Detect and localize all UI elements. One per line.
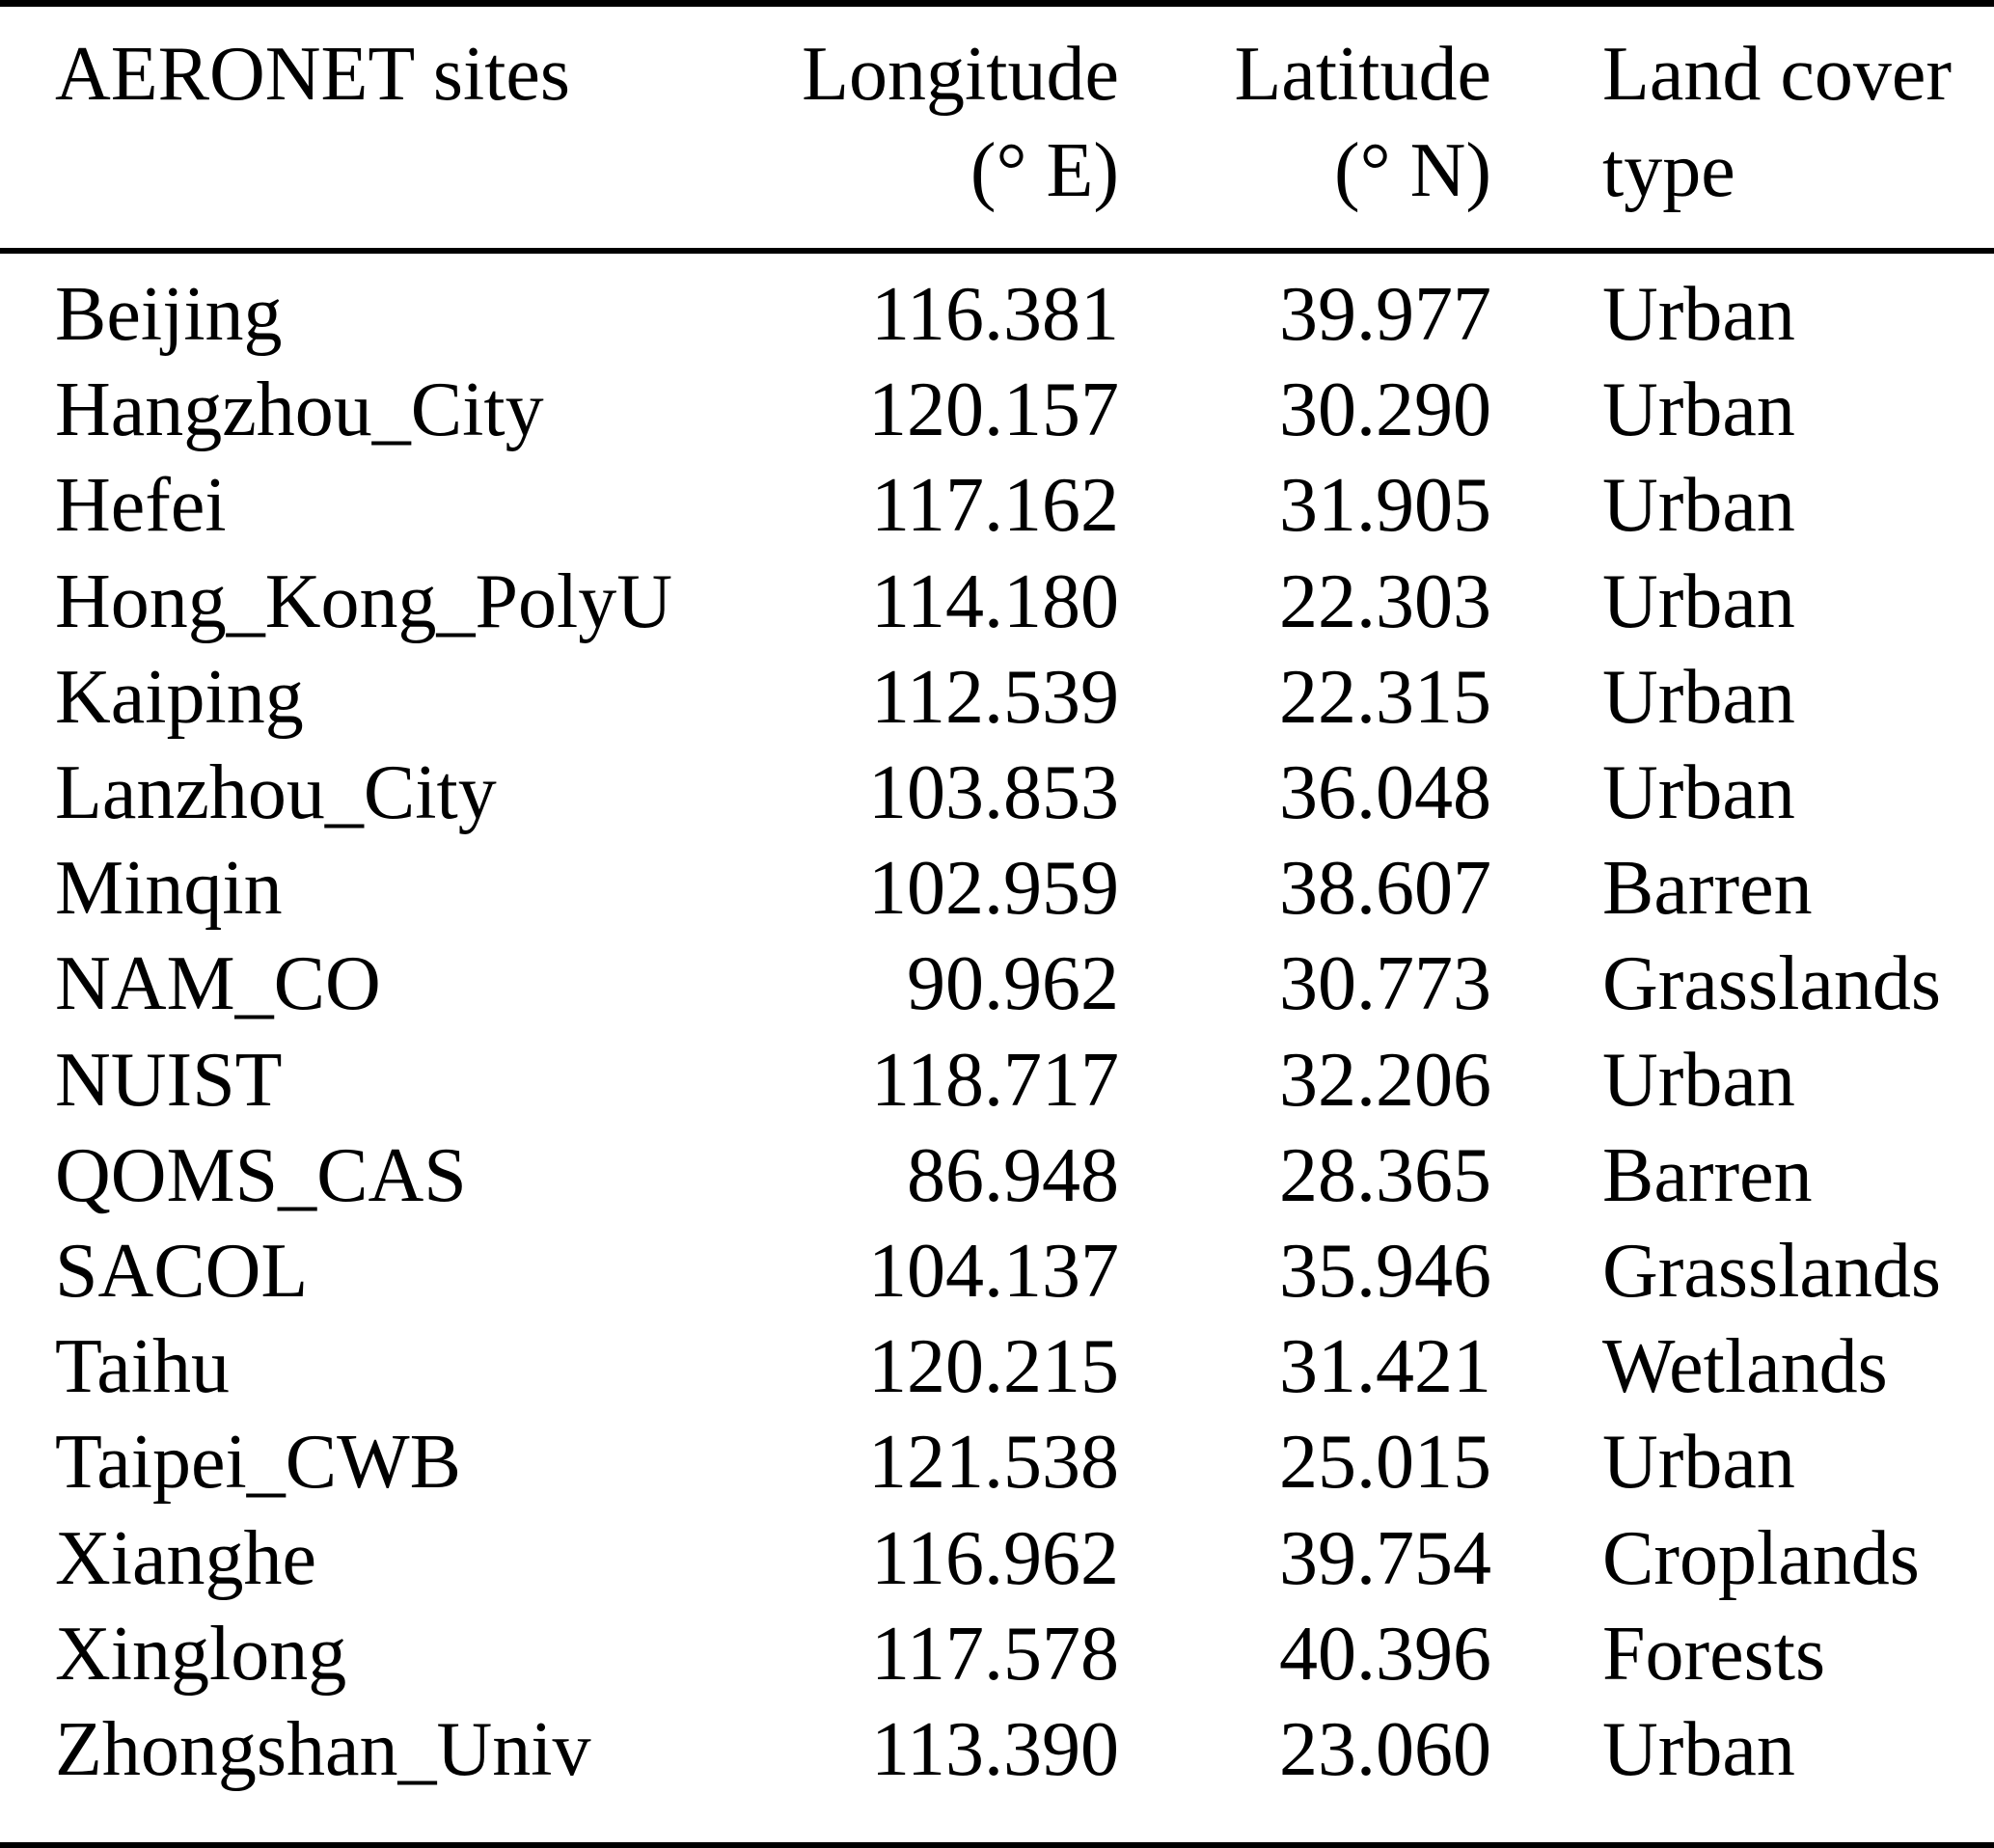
longitude-cell: 117.578	[870, 1611, 1119, 1697]
site-name-cell: SACOL	[55, 1228, 309, 1314]
latitude-cell: 39.977	[1279, 272, 1491, 358]
land-cover-cell: Barren	[1602, 846, 1813, 932]
header-longitude: Longitude	[802, 31, 1119, 117]
table-row: QOMS_CAS 86.948 28.365 Barren	[0, 1128, 1994, 1224]
table-bottom-rule	[0, 1842, 1994, 1848]
longitude-cell: 121.538	[868, 1420, 1119, 1506]
land-cover-cell: Urban	[1602, 1706, 1795, 1792]
table-row: NUIST 118.717 32.206 Urban	[0, 1033, 1994, 1128]
site-name-cell: QOMS_CAS	[55, 1132, 467, 1218]
latitude-cell: 31.905	[1279, 463, 1491, 549]
table-row: Zhongshan_Univ 113.390 23.060 Urban	[0, 1702, 1994, 1798]
table-row: Beijing 116.381 39.977 Urban	[0, 267, 1994, 363]
longitude-cell: 102.959	[868, 846, 1119, 932]
latitude-cell: 28.365	[1279, 1132, 1491, 1218]
site-name-cell: Taipei_CWB	[55, 1420, 461, 1506]
latitude-cell: 32.206	[1279, 1037, 1491, 1123]
header-row-2: (° E) (° N) type	[0, 122, 1994, 219]
land-cover-cell: Urban	[1602, 1037, 1795, 1123]
latitude-cell: 23.060	[1279, 1706, 1491, 1792]
header-longitude-unit: (° E)	[970, 127, 1119, 213]
site-name-cell: Minqin	[55, 846, 283, 932]
table-row: Hefei 117.162 31.905 Urban	[0, 458, 1994, 554]
table-header: AERONET sites Longitude Latitude Land co…	[0, 7, 1994, 248]
land-cover-cell: Croplands	[1602, 1515, 1920, 1601]
land-cover-cell: Grasslands	[1602, 1228, 1942, 1314]
latitude-cell: 39.754	[1279, 1515, 1491, 1601]
table-top-rule	[0, 0, 1994, 7]
site-name-cell: Beijing	[55, 272, 283, 358]
site-name-cell: NUIST	[55, 1037, 283, 1123]
latitude-cell: 38.607	[1279, 846, 1491, 932]
land-cover-cell: Urban	[1602, 750, 1795, 836]
land-cover-cell: Barren	[1602, 1132, 1813, 1218]
header-latitude: Latitude	[1234, 31, 1491, 117]
land-cover-cell: Wetlands	[1602, 1324, 1888, 1410]
latitude-cell: 35.946	[1279, 1228, 1491, 1314]
longitude-cell: 114.180	[870, 558, 1119, 644]
table-body: Beijing 116.381 39.977 Urban Hangzhou_Ci…	[0, 254, 1994, 1842]
table-row: Hong_Kong_PolyU 114.180 22.303 Urban	[0, 555, 1994, 650]
latitude-cell: 30.290	[1279, 367, 1491, 453]
table-row: Hangzhou_City 120.157 30.290 Urban	[0, 363, 1994, 458]
table-row: NAM_CO 90.962 30.773 Grasslands	[0, 937, 1994, 1032]
table-row: Kaiping 112.539 22.315 Urban	[0, 650, 1994, 746]
site-name-cell: Xianghe	[55, 1515, 317, 1601]
site-name-cell: Lanzhou_City	[55, 750, 497, 836]
table-row: Xianghe 116.962 39.754 Croplands	[0, 1510, 1994, 1606]
header-separator-rule	[0, 248, 1994, 254]
land-cover-cell: Forests	[1602, 1611, 1826, 1697]
site-name-cell: Zhongshan_Univ	[55, 1706, 591, 1792]
longitude-cell: 120.157	[868, 367, 1119, 453]
land-cover-cell: Urban	[1602, 558, 1795, 644]
land-cover-cell: Urban	[1602, 272, 1795, 358]
latitude-cell: 36.048	[1279, 750, 1491, 836]
longitude-cell: 120.215	[868, 1324, 1119, 1410]
site-name-cell: Taihu	[55, 1324, 231, 1410]
longitude-cell: 112.539	[870, 654, 1119, 740]
table-row: Lanzhou_City 103.853 36.048 Urban	[0, 746, 1994, 841]
longitude-cell: 117.162	[870, 463, 1119, 549]
header-latitude-unit: (° N)	[1333, 127, 1491, 213]
latitude-cell: 31.421	[1279, 1324, 1491, 1410]
longitude-cell: 116.962	[870, 1515, 1119, 1601]
longitude-cell: 104.137	[868, 1228, 1119, 1314]
site-name-cell: Hong_Kong_PolyU	[55, 558, 673, 644]
site-name-cell: Hefei	[55, 463, 227, 549]
longitude-cell: 90.962	[907, 941, 1119, 1027]
land-cover-cell: Urban	[1602, 654, 1795, 740]
site-name-cell: Hangzhou_City	[55, 367, 544, 453]
header-row-1: AERONET sites Longitude Latitude Land co…	[0, 26, 1994, 122]
table-row: Taihu 120.215 31.421 Wetlands	[0, 1319, 1994, 1415]
header-land-cover: Land cover	[1602, 31, 1953, 117]
site-name-cell: Xinglong	[55, 1611, 347, 1697]
land-cover-cell: Urban	[1602, 463, 1795, 549]
latitude-cell: 25.015	[1279, 1420, 1491, 1506]
longitude-cell: 103.853	[868, 750, 1119, 836]
land-cover-cell: Grasslands	[1602, 941, 1942, 1027]
latitude-cell: 22.303	[1279, 558, 1491, 644]
land-cover-cell: Urban	[1602, 367, 1795, 453]
header-land-cover-type: type	[1602, 127, 1735, 213]
longitude-cell: 86.948	[907, 1132, 1119, 1218]
land-cover-cell: Urban	[1602, 1420, 1795, 1506]
longitude-cell: 118.717	[870, 1037, 1119, 1123]
latitude-cell: 40.396	[1279, 1611, 1491, 1697]
longitude-cell: 116.381	[870, 272, 1119, 358]
longitude-cell: 113.390	[870, 1706, 1119, 1792]
table-row: Minqin 102.959 38.607 Barren	[0, 841, 1994, 937]
site-name-cell: NAM_CO	[55, 941, 381, 1027]
header-aeronet-sites: AERONET sites	[55, 31, 571, 117]
latitude-cell: 30.773	[1279, 941, 1491, 1027]
table-row: SACOL 104.137 35.946 Grasslands	[0, 1224, 1994, 1319]
table-row: Xinglong 117.578 40.396 Forests	[0, 1607, 1994, 1702]
table-row: Taipei_CWB 121.538 25.015 Urban	[0, 1415, 1994, 1510]
latitude-cell: 22.315	[1279, 654, 1491, 740]
site-name-cell: Kaiping	[55, 654, 304, 740]
